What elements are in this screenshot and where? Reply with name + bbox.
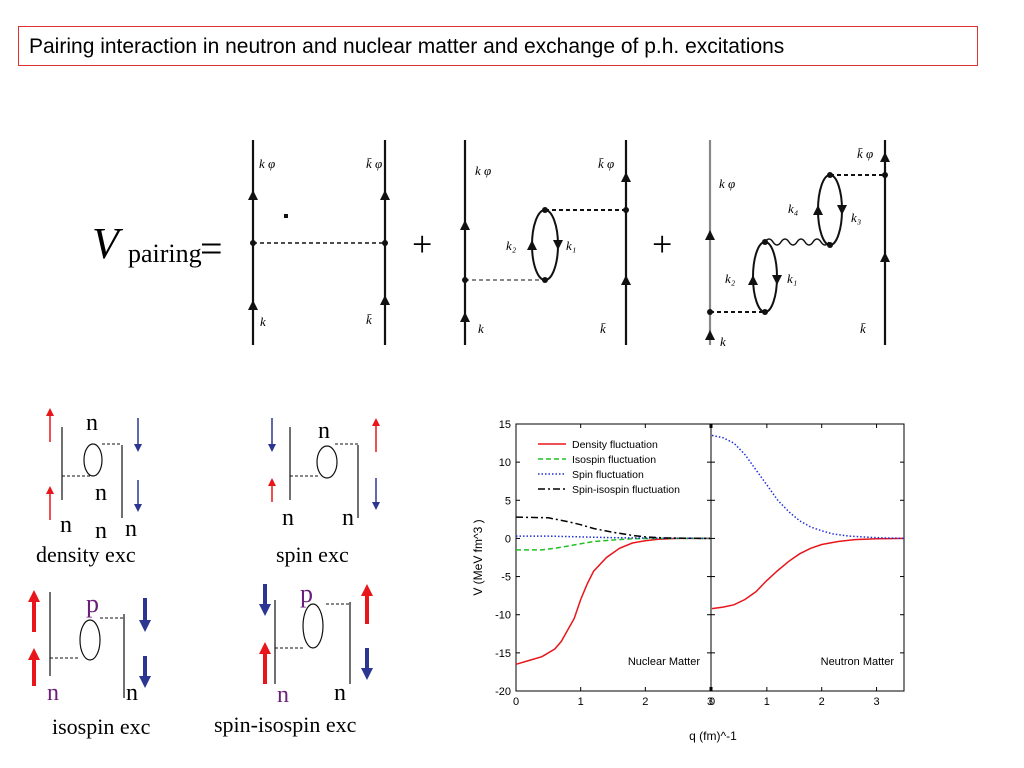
label-kbar-3: k̄ bbox=[860, 321, 866, 336]
y-tick-label: 10 bbox=[499, 457, 511, 469]
legend-entry: Isospin fluctuation bbox=[572, 454, 656, 466]
label-kbar-phi-3: k̄ φ bbox=[857, 146, 873, 161]
v-symbol: V bbox=[92, 219, 124, 268]
x-tick-label: 3 bbox=[707, 696, 713, 708]
page-title: Pairing interaction in neutron and nucle… bbox=[29, 35, 785, 58]
y-tick-label: -20 bbox=[495, 686, 511, 698]
density-label-n2: n bbox=[95, 480, 107, 506]
series-line-density-fluctuation bbox=[515, 537, 710, 666]
label-k4: k₄ bbox=[788, 201, 799, 216]
legend-entry: Density fluctuation bbox=[572, 439, 658, 451]
label-k-3: k bbox=[720, 334, 726, 349]
x-axis-label: q (fm)^-1 bbox=[689, 729, 737, 743]
panel-label: Nuclear Matter bbox=[628, 656, 700, 668]
spin-isospin-label-n1: n bbox=[277, 682, 289, 708]
diagram-bubble: k φ k̄ φ k₂ k₁ k k̄ bbox=[460, 140, 631, 345]
isospin-label-n2: n bbox=[126, 680, 138, 706]
plus-sign-2: + bbox=[652, 224, 672, 264]
label-kbar-phi-2: k̄ φ bbox=[598, 156, 614, 171]
v-subscript: pairing bbox=[128, 239, 202, 268]
x-tick-label: 0 bbox=[709, 696, 715, 708]
x-tick-label: 1 bbox=[764, 696, 770, 708]
label-k-2: k bbox=[478, 321, 484, 336]
y-tick-label: 15 bbox=[499, 419, 511, 431]
spin-isospin-label-p: p bbox=[300, 579, 313, 608]
x-tick-label: 3 bbox=[874, 696, 880, 708]
y-tick-label: -5 bbox=[501, 572, 511, 584]
spin-exc-caption: spin exc bbox=[276, 542, 349, 567]
density-label-n1: n bbox=[86, 410, 98, 436]
label-kbar-phi: k̄ φ bbox=[366, 156, 382, 171]
label-k: k bbox=[260, 314, 266, 329]
title-box: Pairing interaction in neutron and nucle… bbox=[18, 26, 978, 66]
spin-label-n3: n bbox=[342, 505, 354, 531]
spin-isospin-excitation: p n n spin-isospin exc bbox=[214, 579, 373, 737]
spin-excitation: n n n spin exc bbox=[268, 418, 380, 567]
diagram-double-bubble: k φ k̄ φ k₄ k₃ k₂ k₁ k k̄ bbox=[705, 140, 890, 349]
plus-sign-1: + bbox=[412, 224, 432, 264]
spin-label-n2: n bbox=[282, 505, 294, 531]
density-label-n5: n bbox=[125, 516, 137, 542]
density-exc-caption: density exc bbox=[36, 542, 136, 567]
label-k-phi-3: k φ bbox=[719, 176, 735, 191]
label-k-phi: k φ bbox=[259, 156, 275, 171]
label-k2-3: k₂ bbox=[725, 271, 736, 286]
legend-entry: Spin-isospin fluctuation bbox=[572, 484, 680, 496]
label-k1: k₁ bbox=[566, 238, 576, 253]
label-kbar-2: k̄ bbox=[600, 321, 606, 336]
series-line-spin-isospin-fluctuation bbox=[515, 516, 711, 540]
label-k-phi-2: k φ bbox=[475, 163, 491, 178]
y-axis-label: V (MeV fm^3 ) bbox=[471, 519, 485, 595]
series-line-isospin-fluctuation bbox=[516, 537, 710, 551]
label-k2: k₂ bbox=[506, 238, 517, 253]
density-excitation: n n n n n density exc bbox=[36, 408, 142, 567]
isospin-exc-caption: isospin exc bbox=[52, 714, 151, 739]
y-tick-label: -15 bbox=[495, 648, 511, 660]
spin-label-n1: n bbox=[318, 418, 330, 444]
series-line-density-fluctuation bbox=[711, 537, 905, 610]
isospin-label-p: p bbox=[86, 589, 99, 618]
density-label-n3: n bbox=[60, 512, 72, 538]
y-tick-label: -10 bbox=[495, 610, 511, 622]
label-k1-3: k₁ bbox=[787, 271, 797, 286]
series-line-spin-fluctuation bbox=[516, 535, 711, 540]
x-tick-label: 2 bbox=[642, 696, 648, 708]
isospin-excitation: p n n isospin exc bbox=[28, 589, 151, 739]
x-tick-label: 0 bbox=[513, 696, 519, 708]
diagram-direct: k φ k̄ φ k k̄ bbox=[248, 140, 390, 345]
spin-isospin-exc-caption: spin-isospin exc bbox=[214, 712, 357, 737]
legend-entry: Spin fluctuation bbox=[572, 469, 644, 481]
panel-label: Neutron Matter bbox=[821, 656, 895, 668]
x-tick-label: 1 bbox=[578, 696, 584, 708]
y-tick-label: 5 bbox=[505, 495, 511, 507]
isospin-label-n1: n bbox=[47, 680, 59, 706]
x-tick-label: 2 bbox=[819, 696, 825, 708]
label-k3: k₃ bbox=[851, 210, 861, 225]
y-tick-label: 0 bbox=[505, 533, 511, 545]
spin-isospin-label-n2: n bbox=[334, 680, 346, 706]
density-label-n4: n bbox=[95, 518, 107, 544]
label-kbar: k̄ bbox=[366, 312, 372, 327]
equals-sign: = bbox=[200, 226, 223, 271]
series-line-spin-fluctuation bbox=[711, 434, 905, 540]
